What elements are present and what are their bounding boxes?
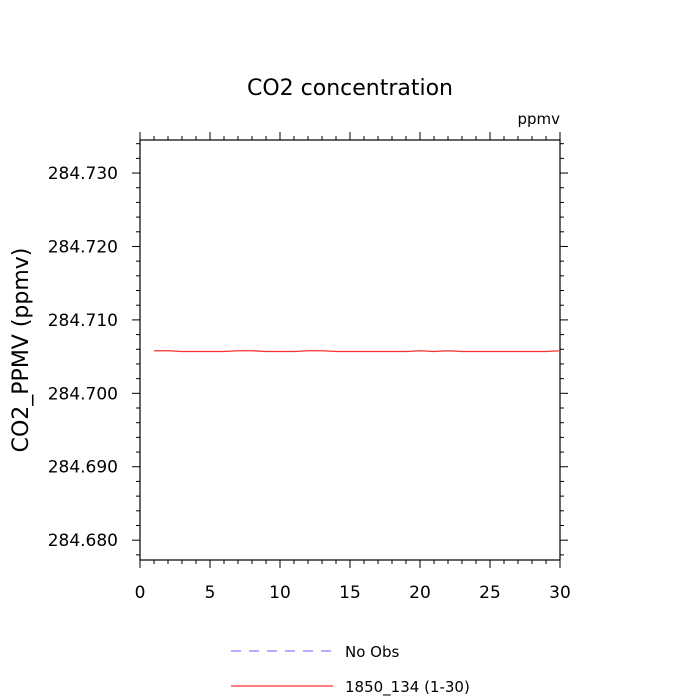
x-tick-label: 5	[205, 583, 216, 603]
legend-label: No Obs	[345, 643, 399, 661]
y-tick-label: 284.720	[48, 237, 118, 257]
axis-tick-labels: 0 5 10 15 20 25 30 284.680 284.690 284.700 284.710…	[48, 164, 571, 603]
x-tick-label: 20	[409, 583, 431, 603]
y-tick-label: 284.690	[48, 458, 118, 478]
plot-frame	[139, 139, 561, 561]
axis-ticks	[132, 132, 568, 568]
x-tick-label: 25	[479, 583, 501, 603]
y-tick-label: 284.700	[48, 384, 118, 404]
units-label: ppmv	[517, 110, 560, 128]
y-axis-label: CO2_PPMV (ppmv)	[9, 248, 34, 453]
legend-label: 1850_134 (1-30)	[345, 678, 470, 697]
y-tick-label: 284.680	[48, 531, 118, 551]
x-tick-label: 30	[549, 583, 571, 603]
x-tick-label: 0	[135, 583, 146, 603]
legend: No Obs 1850_134 (1-30)	[231, 643, 470, 697]
y-tick-label: 284.710	[48, 311, 118, 331]
x-tick-label: 15	[339, 583, 361, 603]
chart-title: CO2 concentration	[247, 76, 453, 101]
x-tick-label: 10	[269, 583, 291, 603]
series-lines	[154, 350, 561, 353]
y-tick-label: 284.730	[48, 164, 118, 184]
series-line	[154, 350, 561, 353]
